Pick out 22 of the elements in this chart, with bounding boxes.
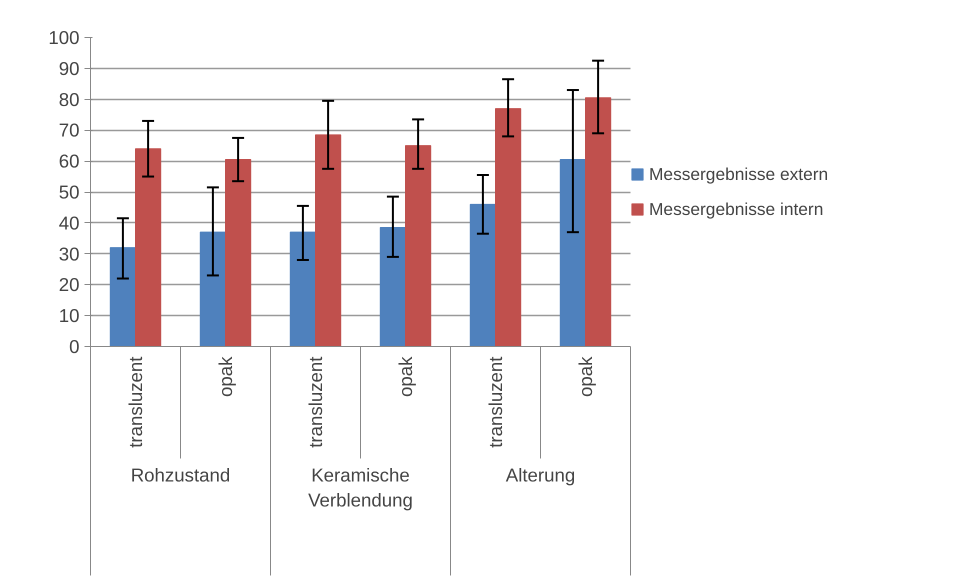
x-tick-label: opak <box>395 356 416 397</box>
y-tick-label: 50 <box>58 182 80 202</box>
y-tick-label: 60 <box>58 150 80 172</box>
y-tick-label: 70 <box>58 120 80 141</box>
x-tick-label: transluzent <box>125 356 146 448</box>
x-tick-label: transluzent <box>485 356 506 448</box>
text: Keramische Verblendung <box>308 464 413 511</box>
y-tick-label: 10 <box>58 305 80 326</box>
legend-label: Messergebnisse intern <box>649 198 824 220</box>
x-tick-label: opak <box>215 356 236 397</box>
y-tick-label: 20 <box>58 274 80 296</box>
y-tick-label: 90 <box>58 58 80 79</box>
y-tick-label: 80 <box>58 88 80 110</box>
text: Rohzustand <box>130 464 230 486</box>
x-tick-label: transluzent <box>305 356 326 448</box>
y-tick-label: 100 <box>48 27 80 48</box>
y-tick-label: 30 <box>58 243 80 264</box>
y-tick-label: 0 <box>69 336 80 357</box>
x-tick-label: opak <box>575 356 596 397</box>
legend-label: Messergebnisse extern <box>649 164 828 184</box>
y-tick-label: 40 <box>58 212 80 234</box>
text: Alterung <box>506 464 576 486</box>
